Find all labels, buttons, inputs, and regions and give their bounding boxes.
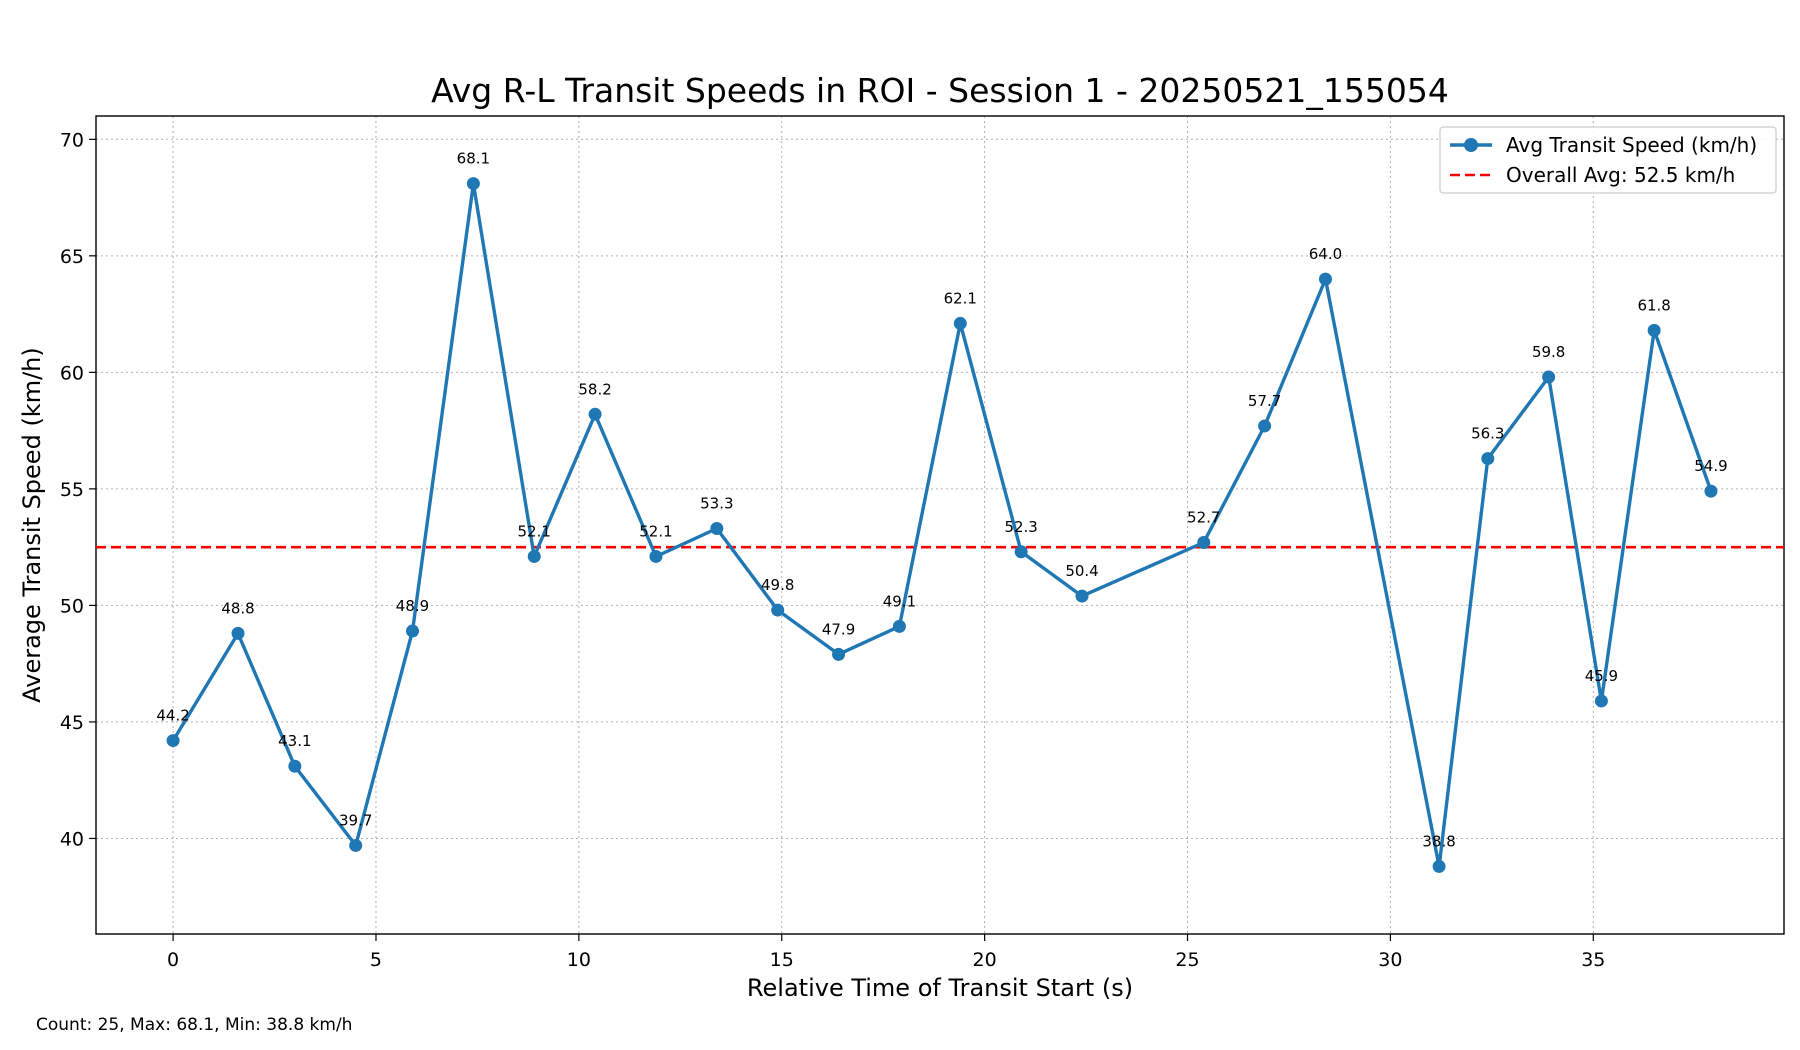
legend-series-marker <box>1464 138 1478 152</box>
data-label: 59.8 <box>1532 343 1565 361</box>
x-tick-label: 20 <box>973 949 997 971</box>
data-label: 62.1 <box>944 289 977 307</box>
legend: Avg Transit Speed (km/h) Overall Avg: 52… <box>1439 126 1777 194</box>
data-label: 68.1 <box>457 150 490 168</box>
x-tick-label: 25 <box>1175 949 1199 971</box>
y-tick-label: 55 <box>60 479 84 501</box>
data-point <box>166 734 180 748</box>
y-tick-label: 50 <box>60 595 84 617</box>
series-line <box>171 181 1713 869</box>
data-label: 52.3 <box>1004 518 1037 536</box>
data-point <box>1014 545 1028 559</box>
data-point <box>1647 323 1661 337</box>
data-point <box>288 759 302 773</box>
data-point <box>406 624 419 638</box>
summary-footer: Count: 25, Max: 68.1, Min: 38.8 km/h <box>36 1015 353 1035</box>
data-point <box>349 838 363 852</box>
data-label: 52.1 <box>639 522 672 540</box>
data-label: 53.3 <box>700 494 733 512</box>
data-point <box>649 549 663 563</box>
data-point <box>1594 694 1608 708</box>
y-tick-label: 65 <box>60 246 84 268</box>
data-point <box>1197 535 1211 549</box>
data-point <box>231 626 245 640</box>
y-axis-label: Average Transit Speed (km/h) <box>18 347 46 702</box>
data-point <box>1542 370 1556 384</box>
axes: 0 5 10 15 20 25 30 35 40 45 50 55 60 65 70 <box>60 115 1785 971</box>
y-tick-label: 40 <box>60 828 84 850</box>
legend-series-label: Avg Transit Speed (km/h) <box>1506 133 1757 157</box>
data-label: 56.3 <box>1471 425 1504 443</box>
data-label: 48.9 <box>396 597 429 615</box>
x-tick-label: 15 <box>770 949 794 971</box>
x-tick-label: 10 <box>567 949 591 971</box>
data-label: 54.9 <box>1694 457 1727 475</box>
data-point <box>527 549 541 563</box>
data-point <box>466 177 480 191</box>
series-group <box>166 177 1718 873</box>
chart-title: Avg R-L Transit Speeds in ROI - Session … <box>431 71 1449 110</box>
data-label: 61.8 <box>1637 296 1670 314</box>
data-point <box>1432 859 1446 873</box>
data-label: 64.0 <box>1309 245 1342 263</box>
data-point <box>953 316 967 330</box>
legend-reference-label: Overall Avg: 52.5 km/h <box>1506 163 1735 187</box>
data-label: 50.4 <box>1065 562 1098 580</box>
data-label: 44.2 <box>156 707 189 725</box>
data-label: 49.1 <box>883 592 916 610</box>
data-label: 52.1 <box>518 522 551 540</box>
data-point <box>1075 589 1089 603</box>
data-point <box>1318 272 1332 286</box>
plot-frame <box>95 115 1785 935</box>
data-point <box>1481 452 1495 466</box>
data-label: 45.9 <box>1585 667 1618 685</box>
data-label: 39.7 <box>339 811 372 829</box>
y-tick-label: 45 <box>60 712 84 734</box>
y-tick-label: 60 <box>60 362 84 384</box>
data-labels-group: 44.2 48.8 43.1 39.7 48.9 68.1 52.1 58.2 52.1 53.3… <box>156 150 1727 851</box>
data-label: 38.8 <box>1422 832 1455 850</box>
data-point <box>832 647 846 661</box>
x-axis-label: Relative Time of Transit Start (s) <box>747 974 1133 1002</box>
x-tick-label: 35 <box>1581 949 1605 971</box>
x-tick-label: 30 <box>1378 949 1402 971</box>
y-tick-label: 70 <box>60 129 84 151</box>
data-point <box>1258 419 1272 433</box>
data-point <box>1704 484 1718 498</box>
data-label: 43.1 <box>278 732 311 750</box>
x-tick-label: 5 <box>370 949 382 971</box>
data-label: 57.7 <box>1248 392 1281 410</box>
data-point <box>588 407 602 421</box>
x-tick-label: 0 <box>167 949 179 971</box>
data-point <box>771 603 785 617</box>
legend-box <box>1439 126 1777 194</box>
data-label: 58.2 <box>578 380 611 398</box>
data-point <box>892 619 906 633</box>
data-point <box>710 521 724 535</box>
data-label: 49.8 <box>761 576 794 594</box>
data-label: 47.9 <box>822 620 855 638</box>
data-label: 48.8 <box>221 599 254 617</box>
data-label: 52.7 <box>1187 508 1220 526</box>
